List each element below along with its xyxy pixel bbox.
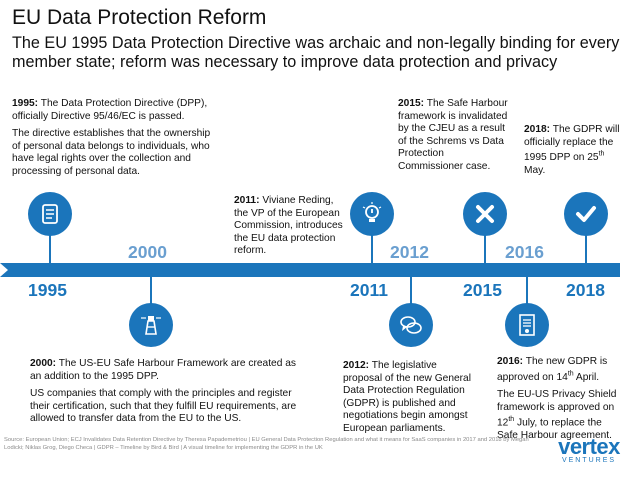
icon-circle-2015 bbox=[463, 192, 507, 236]
note-2011-lead: Viviane Reding, the VP of the European C… bbox=[234, 195, 343, 256]
note-2015: 2015: The Safe Harbour framework is inva… bbox=[398, 98, 508, 178]
cross-icon bbox=[476, 205, 494, 223]
lighthouse-icon bbox=[141, 316, 161, 335]
timeline-bar bbox=[28, 263, 620, 277]
timeline-bar-tail bbox=[0, 263, 28, 277]
vertex-logo: vertex VENTURES bbox=[546, 434, 632, 464]
logo-sub: VENTURES bbox=[561, 457, 617, 464]
checkmark-icon bbox=[576, 206, 596, 222]
page-subtitle: The EU 1995 Data Protection Directive wa… bbox=[12, 34, 620, 71]
note-2000-body: US companies that comply with the princi… bbox=[30, 388, 297, 424]
year-label-1995: 1995 bbox=[28, 280, 67, 300]
stem-1995 bbox=[49, 232, 51, 264]
note-2011-year: 2011: bbox=[234, 195, 260, 206]
note-2016-body: The EU-US Privacy Shield framework is ap… bbox=[497, 389, 617, 442]
stem-2012 bbox=[410, 277, 412, 307]
note-2012: 2012: The legislative proposal of the ne… bbox=[343, 360, 473, 440]
note-2018-year: 2018: bbox=[524, 124, 551, 135]
note-2012-year: 2012: bbox=[343, 360, 370, 371]
year-label-2018: 2018 bbox=[566, 280, 605, 300]
icon-circle-2016 bbox=[505, 303, 549, 347]
stem-2011 bbox=[371, 232, 373, 264]
note-2000: 2000: The US-EU Safe Harbour Framework a… bbox=[30, 358, 305, 431]
page-title: EU Data Protection Reform bbox=[12, 6, 267, 29]
year-label-2000: 2000 bbox=[128, 242, 167, 262]
stem-2016 bbox=[526, 277, 528, 307]
stem-2015 bbox=[484, 232, 486, 264]
note-2018: 2018: The GDPR will officially replace t… bbox=[524, 124, 624, 182]
year-label-2015: 2015 bbox=[463, 280, 502, 300]
note-2015-year: 2015: bbox=[398, 98, 425, 109]
note-2016: 2016: The new GDPR is approved on 14th A… bbox=[497, 356, 622, 448]
year-label-2012: 2012 bbox=[390, 242, 429, 262]
note-1995-body: The directive establishes that the owner… bbox=[12, 128, 211, 177]
stem-2000 bbox=[150, 277, 152, 307]
icon-circle-2000 bbox=[129, 303, 173, 347]
note-1995-lead: The Data Protection Directive (DPP), off… bbox=[12, 98, 208, 122]
icon-circle-2011 bbox=[350, 192, 394, 236]
note-2018-lead: The GDPR will officially replace the 199… bbox=[524, 124, 620, 176]
note-2011: 2011: Viviane Reding, the VP of the Euro… bbox=[234, 195, 344, 263]
speech-bubbles-icon bbox=[400, 316, 422, 334]
year-label-2011: 2011 bbox=[350, 280, 388, 300]
scroll-icon bbox=[42, 204, 58, 224]
note-2015-lead: The Safe Harbour framework is invalidate… bbox=[398, 98, 508, 172]
stem-2018 bbox=[585, 232, 587, 264]
source-footnote: Source: European Union; ECJ Invalidates … bbox=[4, 437, 529, 451]
icon-circle-2012 bbox=[389, 303, 433, 347]
note-2016-lead: The new GDPR is approved on 14th April. bbox=[497, 356, 608, 383]
certificate-icon bbox=[519, 314, 535, 336]
note-1995: 1995: The Data Protection Directive (DPP… bbox=[12, 98, 212, 183]
icon-circle-1995 bbox=[28, 192, 72, 236]
note-2012-lead: The legislative proposal of the new Gene… bbox=[343, 360, 471, 434]
year-label-2016: 2016 bbox=[505, 242, 544, 262]
note-1995-year: 1995: bbox=[12, 98, 39, 109]
lightbulb-icon bbox=[362, 202, 382, 222]
icon-circle-2018 bbox=[564, 192, 608, 236]
logo-word: vertex bbox=[558, 434, 620, 459]
note-2016-year: 2016: bbox=[497, 356, 524, 367]
note-2000-lead: The US-EU Safe Harbour Framework are cre… bbox=[30, 358, 296, 382]
note-2000-year: 2000: bbox=[30, 358, 57, 369]
